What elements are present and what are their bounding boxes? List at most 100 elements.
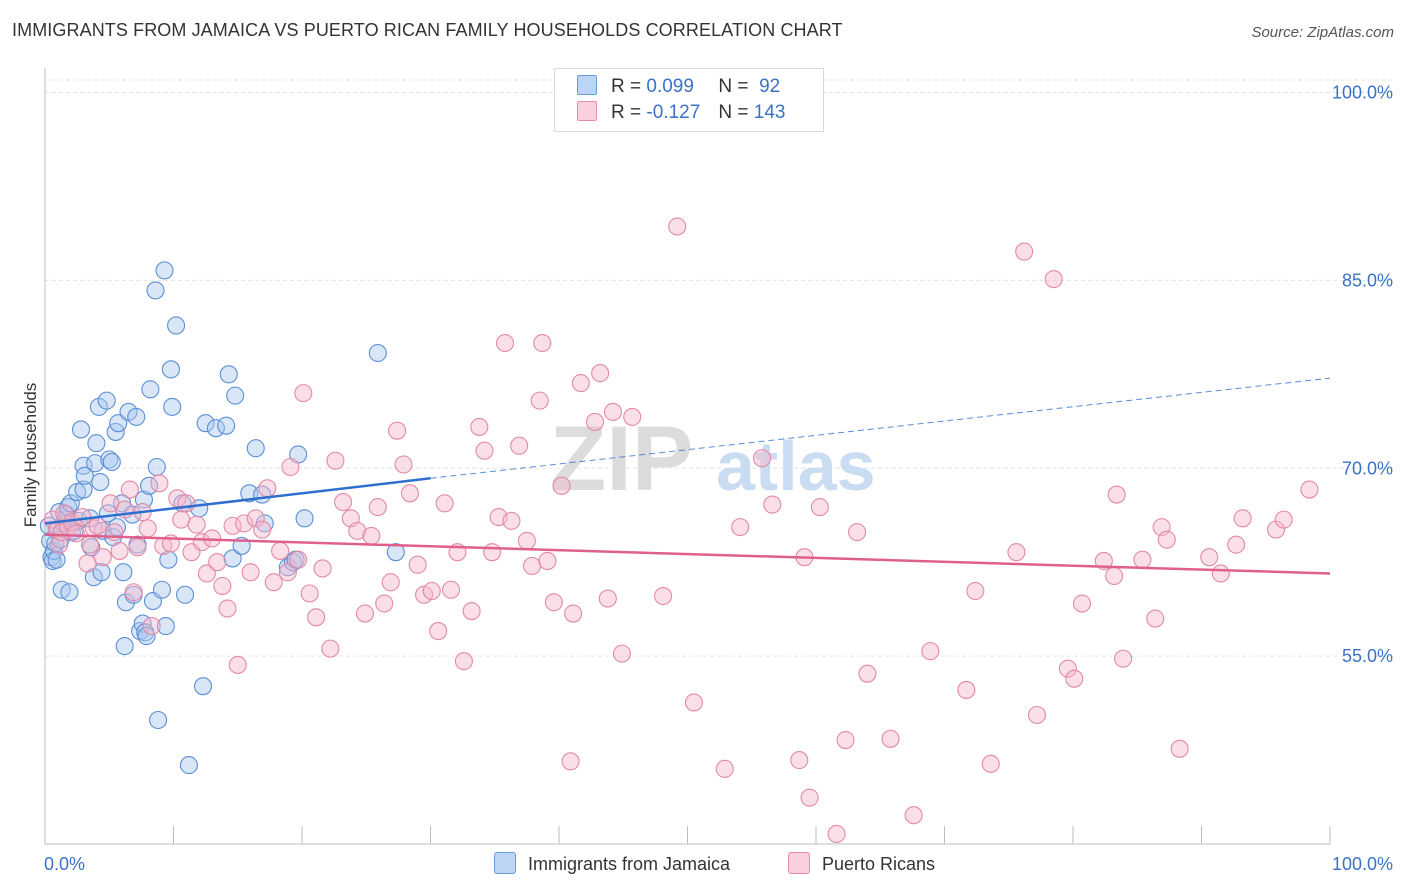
jamaica-point — [71, 420, 91, 439]
puerto-rican-point — [1007, 543, 1026, 562]
puerto-rican-point — [517, 531, 536, 550]
series-puerto-rican-points — [43, 217, 1319, 844]
puerto-rican-point — [848, 523, 867, 542]
puerto-rican-point — [246, 509, 265, 528]
puerto-rican-point — [495, 333, 515, 353]
jamaica-point — [240, 484, 259, 503]
jamaica-point — [47, 550, 66, 569]
puerto-rican-point — [223, 516, 242, 535]
puerto-rican-point — [585, 412, 605, 431]
puerto-rican-point — [1146, 609, 1165, 628]
x-tick-label-min: 0.0% — [44, 854, 85, 874]
puerto-rican-point — [235, 514, 254, 533]
puerto-rican-point — [462, 601, 481, 621]
puerto-rican-point — [800, 788, 819, 807]
puerto-rican-point — [603, 402, 623, 421]
x-tick-label-max: 100.0% — [1332, 854, 1393, 874]
jamaica-point — [196, 414, 215, 433]
puerto-rican-point — [1107, 485, 1126, 504]
puerto-rican-point — [921, 642, 940, 661]
puerto-rican-point — [241, 563, 260, 582]
puerto-rican-point — [429, 622, 448, 641]
puerto-rican-point — [1065, 669, 1084, 688]
bottom-legend-swatch-pink — [788, 852, 810, 874]
jamaica-point — [295, 509, 314, 528]
puerto-rican-point — [623, 407, 642, 426]
puerto-rican-point — [591, 364, 610, 383]
puerto-rican-point — [552, 476, 571, 495]
puerto-rican-point — [1105, 566, 1124, 586]
jamaica-point — [246, 439, 265, 458]
puerto-rican-point — [561, 752, 580, 771]
puerto-rican-point — [571, 374, 590, 393]
jamaica-point — [115, 637, 134, 656]
jamaica-point — [114, 563, 133, 582]
puerto-rican-point — [192, 533, 211, 552]
puerto-rican-point — [228, 655, 247, 674]
jamaica-point — [140, 476, 159, 495]
jamaica-point — [219, 365, 238, 384]
puerto-rican-point — [1133, 550, 1152, 569]
puerto-rican-point — [684, 693, 703, 712]
jamaica-point — [206, 419, 225, 438]
puerto-rican-point — [400, 484, 419, 503]
puerto-rican-point — [278, 563, 297, 582]
jamaica-point — [87, 434, 106, 453]
puerto-rican-point — [668, 217, 687, 236]
puerto-rican-point — [124, 583, 143, 602]
jamaica-point — [149, 710, 168, 730]
puerto-rican-point — [218, 599, 237, 618]
puerto-rican-point — [1170, 739, 1189, 758]
puerto-rican-point — [294, 384, 313, 403]
puerto-rican-point — [172, 510, 191, 529]
puerto-rican-point — [904, 806, 923, 825]
puerto-rican-point — [522, 556, 542, 576]
puerto-rican-point — [208, 553, 227, 572]
puerto-rican-point — [258, 479, 277, 498]
source-label: Source: ZipAtlas.com — [1251, 24, 1394, 41]
puerto-rican-point — [454, 652, 473, 671]
puerto-rican-point — [1157, 530, 1176, 549]
jamaica-point — [116, 593, 136, 612]
puerto-rican-point — [881, 729, 900, 748]
puerto-rican-point — [348, 521, 367, 540]
puerto-rican-point — [80, 535, 100, 554]
puerto-rican-point — [422, 581, 441, 601]
puerto-rican-point — [827, 824, 846, 844]
legend-row-puerto-rican: R = -0.127 N = 143 — [577, 101, 785, 127]
jamaica-point — [155, 261, 174, 280]
puerto-rican-point — [654, 586, 673, 606]
puerto-rican-point — [1233, 509, 1252, 528]
puerto-rican-point — [836, 730, 855, 750]
puerto-rican-point — [1200, 548, 1219, 567]
y-tick-label: 70.0% — [1342, 458, 1393, 478]
stats-legend: R = 0.099 N = 92 R = -0.127 N = 143 — [554, 68, 824, 132]
puerto-rican-point — [442, 580, 461, 599]
legend-row-jamaica: R = 0.099 N = 92 — [577, 75, 780, 101]
tick-labels: 55.0% 70.0% 85.0% 100.0% 0.0% 100.0% — [44, 83, 1393, 874]
puerto-rican-point — [253, 520, 272, 539]
puerto-rican-point — [502, 511, 521, 530]
jamaica-trend-line — [44, 477, 431, 525]
legend-swatch-blue — [577, 75, 597, 95]
puerto-rican-point — [1274, 510, 1293, 529]
jamaica-point — [147, 457, 166, 477]
puerto-rican-point — [612, 644, 632, 663]
puerto-rican-point — [321, 639, 340, 658]
jamaica-point — [137, 627, 156, 646]
puerto-rican-point — [1015, 242, 1034, 261]
puerto-rican-point — [289, 550, 308, 569]
puerto-rican-point — [598, 589, 617, 608]
puerto-rican-point — [957, 680, 976, 699]
puerto-rican-point — [213, 576, 232, 596]
jamaica-point — [283, 553, 303, 572]
jamaica-trend-extension — [430, 377, 1331, 479]
puerto-rican-point — [530, 391, 549, 410]
puerto-rican-point — [1027, 705, 1047, 725]
jamaica-point — [278, 558, 297, 577]
jamaica-point — [152, 580, 171, 599]
puerto-rican-point — [533, 333, 552, 353]
bottom-legend-jamaica: Immigrants from Jamaica — [494, 852, 730, 875]
y-tick-label: 100.0% — [1332, 83, 1393, 103]
puerto-rican-point — [538, 551, 557, 570]
